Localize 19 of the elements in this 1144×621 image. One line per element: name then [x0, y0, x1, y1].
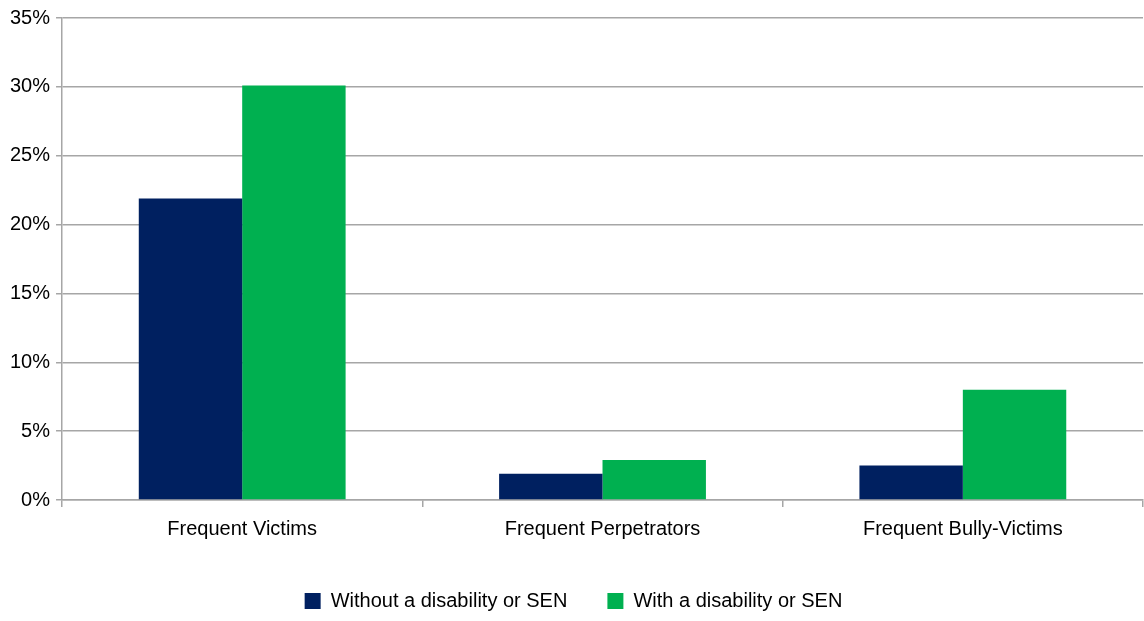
bar	[859, 465, 963, 500]
bar	[602, 460, 706, 500]
y-tick-label: 0%	[21, 487, 51, 510]
y-tick-label: 30%	[10, 74, 51, 97]
y-tick-label: 25%	[10, 143, 51, 166]
legend-label: With a disability or SEN	[633, 588, 843, 611]
bar	[499, 473, 603, 500]
bar	[962, 389, 1067, 500]
y-tick-label: 15%	[10, 280, 51, 303]
y-tick-label: 5%	[21, 418, 51, 441]
bar	[138, 198, 243, 500]
y-tick-label: 20%	[10, 212, 51, 235]
y-tick-label: 35%	[10, 5, 51, 28]
x-tick-label: Frequent Victims	[167, 516, 318, 539]
x-tick-label: Frequent Bully-Victims	[862, 516, 1063, 539]
bar	[242, 85, 346, 500]
y-tick-label: 10%	[10, 349, 51, 372]
legend-label: Without a disability or SEN	[330, 588, 568, 611]
x-tick-label: Frequent Perpetrators	[504, 516, 701, 539]
